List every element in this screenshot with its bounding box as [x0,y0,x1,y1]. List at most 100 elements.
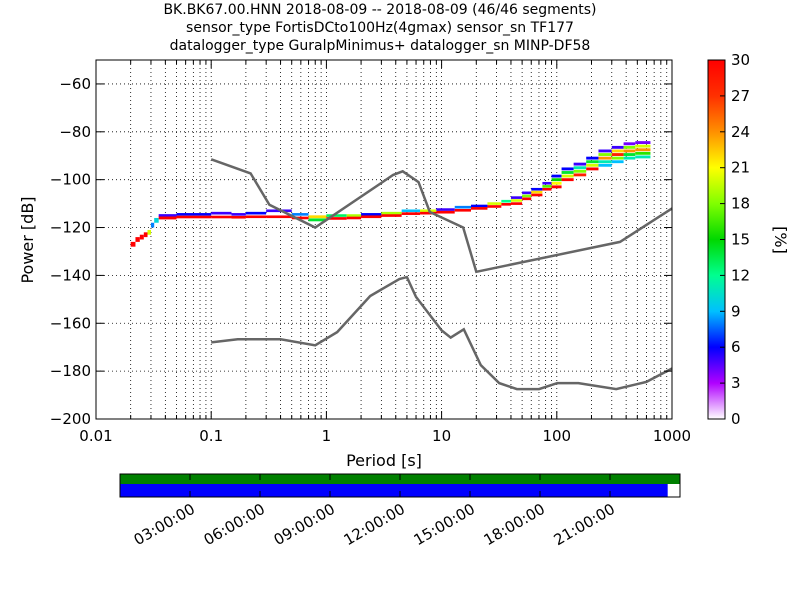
psd-cell [291,213,309,216]
psd-cell [598,153,612,156]
psd-cell [573,169,587,173]
psd-cell [471,204,488,208]
colorbar-tick-label: 15 [731,231,750,249]
psd-cell [510,196,523,199]
timeline-tick-label: 15:00:00 [411,500,478,549]
colorbar-tick-label: 12 [731,266,750,284]
psd-cell [623,145,636,149]
psd-cell [176,215,212,219]
psd-cell [211,211,232,215]
psd-cell [635,155,651,159]
psd-cell [436,208,455,211]
psd-cell [561,171,574,174]
psd-cell [551,181,562,185]
psd-cell [598,160,612,164]
psd-cell [586,160,599,164]
psd-cell [522,191,532,195]
y-axis-label: Power [dB] [18,196,37,283]
psd-cell [346,214,362,217]
psd-cell [139,234,144,240]
psd-cell [381,214,402,217]
psd-cell [487,202,502,205]
x-tick-label: 0.1 [199,427,223,445]
psd-cell [158,214,177,218]
psd-cell [623,142,636,146]
psd-cell [586,156,599,160]
psd-cell [531,190,543,194]
y-tick-label: −100 [50,171,91,189]
psd-cell [361,215,382,219]
psd-cell [551,174,562,178]
psd-cell [623,156,636,160]
colorbar-tick-label: 6 [731,338,741,356]
psd-cell [308,215,327,219]
psd-cell [308,218,327,222]
psd-cell [501,199,511,203]
psd-cell [598,149,612,153]
plot-frame [95,59,673,420]
noise-model-low [211,275,673,391]
psd-cell [561,174,574,178]
psd-cell [420,211,437,215]
psd-cell [211,215,232,219]
timeline-tick-label: 21:00:00 [551,500,618,549]
psd-cell [561,167,574,171]
psd-cell [635,144,651,148]
colorbar-tick-label: 3 [731,374,741,392]
timeline-tick-label: 09:00:00 [271,500,338,549]
timeline-bottom-bar [120,484,668,497]
title-line-3: datalogger_type GuralpMinimus+ datalogge… [169,38,591,54]
colorbar-tick-label: 21 [731,159,750,177]
psd-cell [586,163,599,167]
psd-cell [245,211,267,215]
y-tick-label: −120 [50,219,91,237]
psd-cell [623,153,636,156]
colorbar-tick-label: 27 [731,87,750,105]
psd-cell [573,173,587,177]
colorbar-tick-label: 18 [731,195,750,213]
psd-cell [531,187,543,191]
psd-cell [150,222,155,228]
psd-cell [346,216,362,220]
psd-cell [522,194,532,198]
psd-cell [611,153,624,156]
psd-cell [266,215,292,219]
psd-cell [245,215,267,219]
timeline-tick-label: 18:00:00 [481,500,548,549]
psd-cell [326,217,347,220]
psd-cell [381,211,402,215]
y-tick-label: −200 [50,410,91,428]
y-tick-label: −60 [59,75,91,93]
psd-cell [522,197,532,201]
psd-cell [487,205,502,208]
timeline-tick-label: 06:00:00 [201,500,268,549]
psd-cell [326,214,347,217]
x-tick-label: 1000 [653,427,691,445]
title-line-2: sensor_type FortisDCto100Hz(4gmax) senso… [186,20,574,36]
psd-cell [135,237,140,242]
psd-cell [231,213,246,216]
psd-cell [176,213,212,216]
psd-cell [542,181,552,185]
psd-cell [154,217,159,223]
psd-cell [436,210,455,214]
psd-cell [510,199,523,202]
psd-cell [471,207,488,210]
psd-cell [551,185,562,189]
psd-cell [454,208,472,212]
psd-cell [501,203,511,206]
x-tick-label: 1 [322,427,332,445]
psd-cell [510,202,523,205]
psd-cell [561,178,574,182]
psd-cell [531,193,543,197]
psd-cell [623,149,636,153]
psd-cell [598,163,612,167]
psd-cell [542,187,552,191]
psd-cell [143,232,148,238]
x-tick-label: 10 [432,427,451,445]
psd-cell [158,216,177,220]
psd-cell [401,212,421,215]
psd-cell [231,215,246,219]
